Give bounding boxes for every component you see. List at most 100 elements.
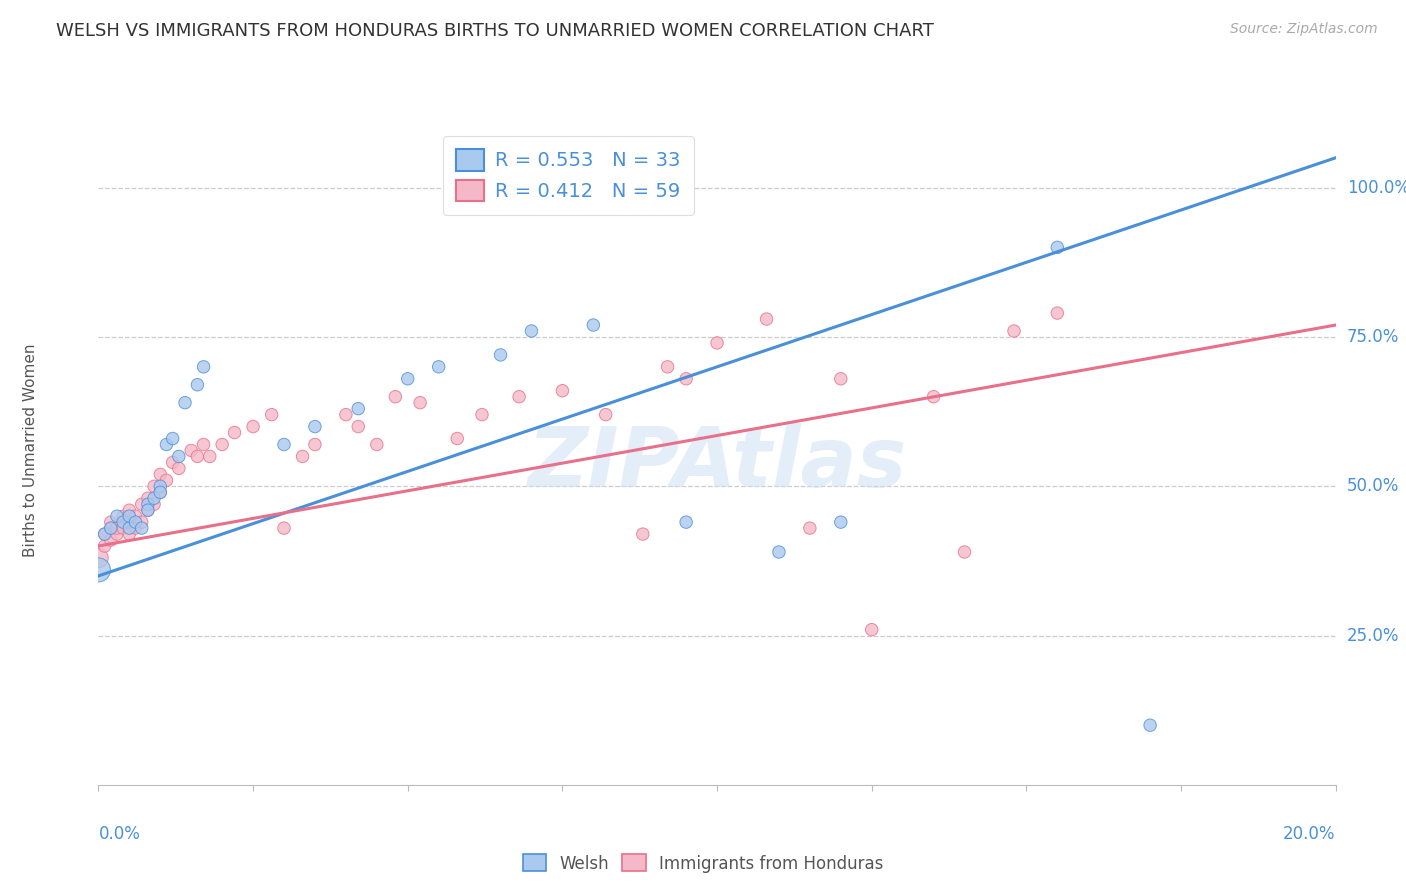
Point xyxy=(224,425,246,440)
Point xyxy=(347,419,370,434)
Point xyxy=(1046,306,1069,320)
Point xyxy=(143,491,166,506)
Point xyxy=(143,497,166,511)
Text: WELSH VS IMMIGRANTS FROM HONDURAS BIRTHS TO UNMARRIED WOMEN CORRELATION CHART: WELSH VS IMMIGRANTS FROM HONDURAS BIRTHS… xyxy=(56,22,934,40)
Point xyxy=(1046,240,1069,254)
Point xyxy=(167,450,190,464)
Point xyxy=(131,497,153,511)
Point xyxy=(174,395,197,409)
Point xyxy=(347,401,370,416)
Text: 75.0%: 75.0% xyxy=(1347,328,1399,346)
Point xyxy=(105,521,128,535)
Text: 0.0%: 0.0% xyxy=(98,825,141,843)
Point xyxy=(1139,718,1161,732)
Point xyxy=(273,521,295,535)
Point xyxy=(582,318,605,332)
Point xyxy=(953,545,976,559)
Legend: Welsh, Immigrants from Honduras: Welsh, Immigrants from Honduras xyxy=(516,847,890,880)
Point xyxy=(631,527,654,541)
Point xyxy=(186,377,208,392)
Point xyxy=(366,437,388,451)
Point xyxy=(198,450,221,464)
Point xyxy=(167,461,190,475)
Point xyxy=(860,623,883,637)
Point xyxy=(242,419,264,434)
Point xyxy=(87,563,110,577)
Point xyxy=(118,521,141,535)
Point xyxy=(136,491,159,506)
Point xyxy=(118,509,141,524)
Point xyxy=(489,348,512,362)
Point xyxy=(595,408,617,422)
Point xyxy=(508,390,530,404)
Point xyxy=(149,479,172,493)
Point xyxy=(112,509,135,524)
Point xyxy=(93,527,115,541)
Point xyxy=(273,437,295,451)
Point xyxy=(193,359,215,374)
Point xyxy=(136,503,159,517)
Point xyxy=(922,390,945,404)
Point xyxy=(124,509,146,524)
Point xyxy=(118,515,141,529)
Point xyxy=(291,450,314,464)
Point xyxy=(155,473,177,487)
Text: Source: ZipAtlas.com: Source: ZipAtlas.com xyxy=(1230,22,1378,37)
Point xyxy=(93,527,115,541)
Point xyxy=(112,521,135,535)
Point xyxy=(675,515,697,529)
Point xyxy=(396,372,419,386)
Text: ZIPAtlas: ZIPAtlas xyxy=(527,424,907,504)
Text: Births to Unmarried Women: Births to Unmarried Women xyxy=(22,343,38,558)
Point xyxy=(384,390,406,404)
Point xyxy=(162,455,184,469)
Point xyxy=(87,551,110,566)
Point xyxy=(162,432,184,446)
Point xyxy=(260,408,283,422)
Point xyxy=(118,527,141,541)
Point xyxy=(118,503,141,517)
Point xyxy=(706,335,728,350)
Point xyxy=(520,324,543,338)
Point xyxy=(112,515,135,529)
Point xyxy=(830,515,852,529)
Point xyxy=(830,372,852,386)
Point xyxy=(100,533,122,547)
Point xyxy=(304,437,326,451)
Point xyxy=(149,485,172,500)
Point xyxy=(105,527,128,541)
Text: 50.0%: 50.0% xyxy=(1347,477,1399,495)
Point xyxy=(136,497,159,511)
Point xyxy=(105,509,128,524)
Point xyxy=(124,515,146,529)
Point xyxy=(471,408,494,422)
Point xyxy=(100,521,122,535)
Point xyxy=(93,539,115,553)
Point xyxy=(149,467,172,482)
Point xyxy=(446,432,468,446)
Point xyxy=(657,359,679,374)
Point xyxy=(186,450,208,464)
Point xyxy=(100,515,122,529)
Point xyxy=(755,312,778,326)
Point xyxy=(304,419,326,434)
Text: 20.0%: 20.0% xyxy=(1284,825,1336,843)
Point xyxy=(799,521,821,535)
Point xyxy=(180,443,202,458)
Point xyxy=(149,485,172,500)
Point xyxy=(768,545,790,559)
Text: 25.0%: 25.0% xyxy=(1347,626,1399,645)
Point xyxy=(211,437,233,451)
Point xyxy=(427,359,450,374)
Text: 100.0%: 100.0% xyxy=(1347,178,1406,196)
Point xyxy=(100,521,122,535)
Point xyxy=(193,437,215,451)
Point xyxy=(143,479,166,493)
Point xyxy=(131,515,153,529)
Point xyxy=(155,437,177,451)
Legend: R = 0.553   N = 33, R = 0.412   N = 59: R = 0.553 N = 33, R = 0.412 N = 59 xyxy=(443,136,695,215)
Point xyxy=(131,521,153,535)
Point xyxy=(675,372,697,386)
Point xyxy=(335,408,357,422)
Point xyxy=(1002,324,1025,338)
